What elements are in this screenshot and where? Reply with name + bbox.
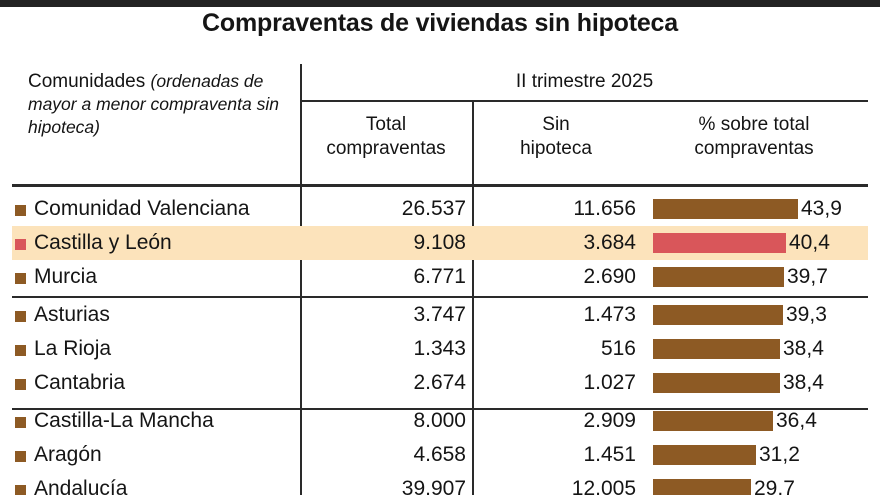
table-row: Asturias 3.747 1.473 39,3: [12, 298, 868, 332]
row-bar-container: [653, 267, 784, 287]
row-marker-square-icon: [15, 451, 26, 462]
header-total-line2: compraventas: [326, 138, 446, 159]
row-total-compraventas: 3.747: [413, 303, 466, 326]
row-marker-square-icon: [15, 345, 26, 356]
row-pct-bar: [653, 479, 751, 495]
row-total-compraventas: 1.343: [413, 337, 466, 360]
page-title: Compraventas de viviendas sin hipoteca: [202, 9, 678, 37]
row-community-name: Aragón: [34, 443, 102, 466]
row-marker-square-icon: [15, 205, 26, 216]
row-sin-hipoteca: 11.656: [573, 197, 636, 220]
row-pct-label: 36,4: [776, 409, 817, 432]
row-marker-square-icon: [15, 239, 26, 250]
header-pct-sobre-total: % sobre total compraventas: [640, 113, 868, 161]
row-total-compraventas: 8.000: [413, 409, 466, 432]
row-total-compraventas: 6.771: [413, 265, 466, 288]
row-pct-bar: [653, 411, 773, 431]
row-pct-bar: [653, 305, 783, 325]
row-pct-label: 39,3: [786, 303, 827, 326]
row-bar-container: [653, 479, 751, 495]
row-pct-label: 29,7: [754, 477, 795, 495]
rule-under-quarter: [301, 100, 868, 102]
column-divider-total: [472, 101, 474, 495]
row-sin-hipoteca: 3.684: [583, 231, 636, 254]
row-bar-container: [653, 445, 756, 465]
row-community-name: Andalucía: [34, 477, 128, 495]
table-row: Cantabria 2.674 1.027 38,4: [12, 366, 868, 400]
row-bar-container: [653, 373, 780, 393]
row-bar-container: [653, 233, 786, 253]
header-communities-main: Comunidades: [28, 71, 146, 92]
header-communities: Comunidades (ordenadas de mayor a menor …: [28, 70, 290, 139]
row-community-name: Asturias: [34, 303, 110, 326]
table-row: Comunidad Valenciana 26.537 11.656 43,9: [12, 192, 868, 226]
row-sin-hipoteca: 1.451: [583, 443, 636, 466]
column-divider-communities: [300, 64, 302, 495]
table-row: Aragón 4.658 1.451 31,2: [12, 438, 868, 472]
group-separator-2: [12, 408, 868, 410]
row-pct-label: 40,4: [789, 231, 830, 254]
table-row: Castilla-La Mancha 8.000 2.909 36,4: [12, 404, 868, 438]
header-total-compraventas: Total compraventas: [300, 113, 472, 161]
group-separator-1: [12, 296, 868, 298]
row-sin-hipoteca: 2.690: [583, 265, 636, 288]
row-pct-label: 38,4: [783, 337, 824, 360]
row-community-name: Cantabria: [34, 371, 126, 394]
row-community-name: Murcia: [34, 265, 98, 288]
row-total-compraventas: 9.108: [413, 231, 466, 254]
row-marker-square-icon: [15, 273, 26, 284]
row-community-name: Castilla y León: [34, 231, 172, 254]
row-sin-hipoteca: 1.473: [583, 303, 636, 326]
header-quarter: II trimestre 2025: [515, 71, 654, 92]
row-pct-bar: [653, 339, 780, 359]
row-pct-bar: [653, 233, 786, 253]
row-total-compraventas: 26.537: [401, 197, 466, 220]
top-black-rule: [0, 0, 880, 7]
row-bar-container: [653, 305, 783, 325]
row-total-compraventas: 4.658: [413, 443, 466, 466]
row-total-compraventas: 2.674: [413, 371, 466, 394]
table-row: Andalucía 39.907 12.005 29,7: [12, 472, 868, 495]
header-sin-hipoteca: Sin hipoteca: [472, 113, 640, 161]
table-row: Castilla y León 9.108 3.684 40,4: [12, 226, 868, 260]
header-sin-hipoteca-line1: Sin: [542, 114, 570, 135]
row-community-name: Castilla-La Mancha: [34, 409, 214, 432]
row-pct-label: 31,2: [759, 443, 800, 466]
row-community-name: La Rioja: [34, 337, 112, 360]
header-pct-line1: % sobre total: [698, 114, 810, 135]
row-sin-hipoteca: 2.909: [583, 409, 636, 432]
header-communities-note: (ordenadas de mayor a menor compraventa …: [28, 71, 279, 137]
row-pct-label: 39,7: [787, 265, 828, 288]
row-sin-hipoteca: 516: [600, 337, 636, 360]
row-pct-bar: [653, 373, 780, 393]
row-sin-hipoteca: 1.027: [583, 371, 636, 394]
row-pct-bar: [653, 267, 784, 287]
row-pct-label: 38,4: [783, 371, 824, 394]
table-row: La Rioja 1.343 516 38,4: [12, 332, 868, 366]
row-pct-bar: [653, 445, 756, 465]
row-bar-container: [653, 199, 798, 219]
row-total-compraventas: 39.907: [401, 477, 466, 495]
row-marker-square-icon: [15, 485, 26, 495]
header-total-line1: Total: [365, 114, 407, 135]
row-marker-square-icon: [15, 311, 26, 322]
row-marker-square-icon: [15, 417, 26, 428]
row-community-name: Comunidad Valenciana: [34, 197, 250, 220]
table-row: Murcia 6.771 2.690 39,7: [12, 260, 868, 294]
row-marker-square-icon: [15, 379, 26, 390]
row-pct-label: 43,9: [801, 197, 842, 220]
row-bar-container: [653, 411, 773, 431]
row-pct-bar: [653, 199, 798, 219]
header-sin-hipoteca-line2: hipoteca: [520, 138, 592, 159]
rule-under-header: [12, 184, 868, 187]
header-pct-line2: compraventas: [694, 138, 814, 159]
row-bar-container: [653, 339, 780, 359]
row-sin-hipoteca: 12.005: [571, 477, 636, 495]
